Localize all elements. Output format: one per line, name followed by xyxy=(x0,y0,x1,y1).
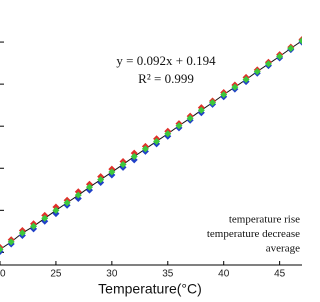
x-tick-label: 30 xyxy=(106,269,118,280)
point xyxy=(97,176,105,184)
r-squared: R² = 0.999 xyxy=(138,71,194,86)
legend-label: temperature rise xyxy=(229,214,300,226)
point xyxy=(85,183,93,191)
point xyxy=(108,168,116,176)
point xyxy=(242,76,250,83)
point xyxy=(209,99,217,107)
point xyxy=(264,60,272,68)
point xyxy=(153,137,161,145)
chart: y = 0.092x + 0.194 R² = 0.999 Temperatur… xyxy=(0,36,302,297)
point xyxy=(41,214,49,222)
x-tick-label: 25 xyxy=(50,269,62,280)
point xyxy=(18,229,26,237)
x-tick-label: 20 xyxy=(0,269,6,280)
point xyxy=(63,199,71,207)
x-tick-label: 45 xyxy=(274,269,286,280)
legend-label: temperature decrease xyxy=(207,228,300,240)
point xyxy=(197,106,205,114)
x-tick-label: 35 xyxy=(162,269,174,280)
point xyxy=(7,238,15,246)
point xyxy=(30,222,38,230)
point xyxy=(220,91,228,99)
trend-line xyxy=(0,40,302,250)
point xyxy=(74,191,82,199)
x-tick-label: 40 xyxy=(218,269,230,280)
point xyxy=(141,145,149,153)
point xyxy=(298,37,302,45)
point xyxy=(164,130,172,138)
point xyxy=(253,68,261,76)
point xyxy=(175,122,183,130)
point xyxy=(287,44,295,52)
point xyxy=(52,206,60,214)
point xyxy=(276,52,284,60)
equation: y = 0.092x + 0.194 xyxy=(116,53,216,68)
point xyxy=(186,114,194,122)
point xyxy=(231,83,239,91)
x-axis-label: Temperature(°C) xyxy=(98,281,202,297)
point xyxy=(130,152,138,160)
point xyxy=(0,245,4,253)
point xyxy=(119,160,127,168)
legend-label: average xyxy=(266,243,300,255)
